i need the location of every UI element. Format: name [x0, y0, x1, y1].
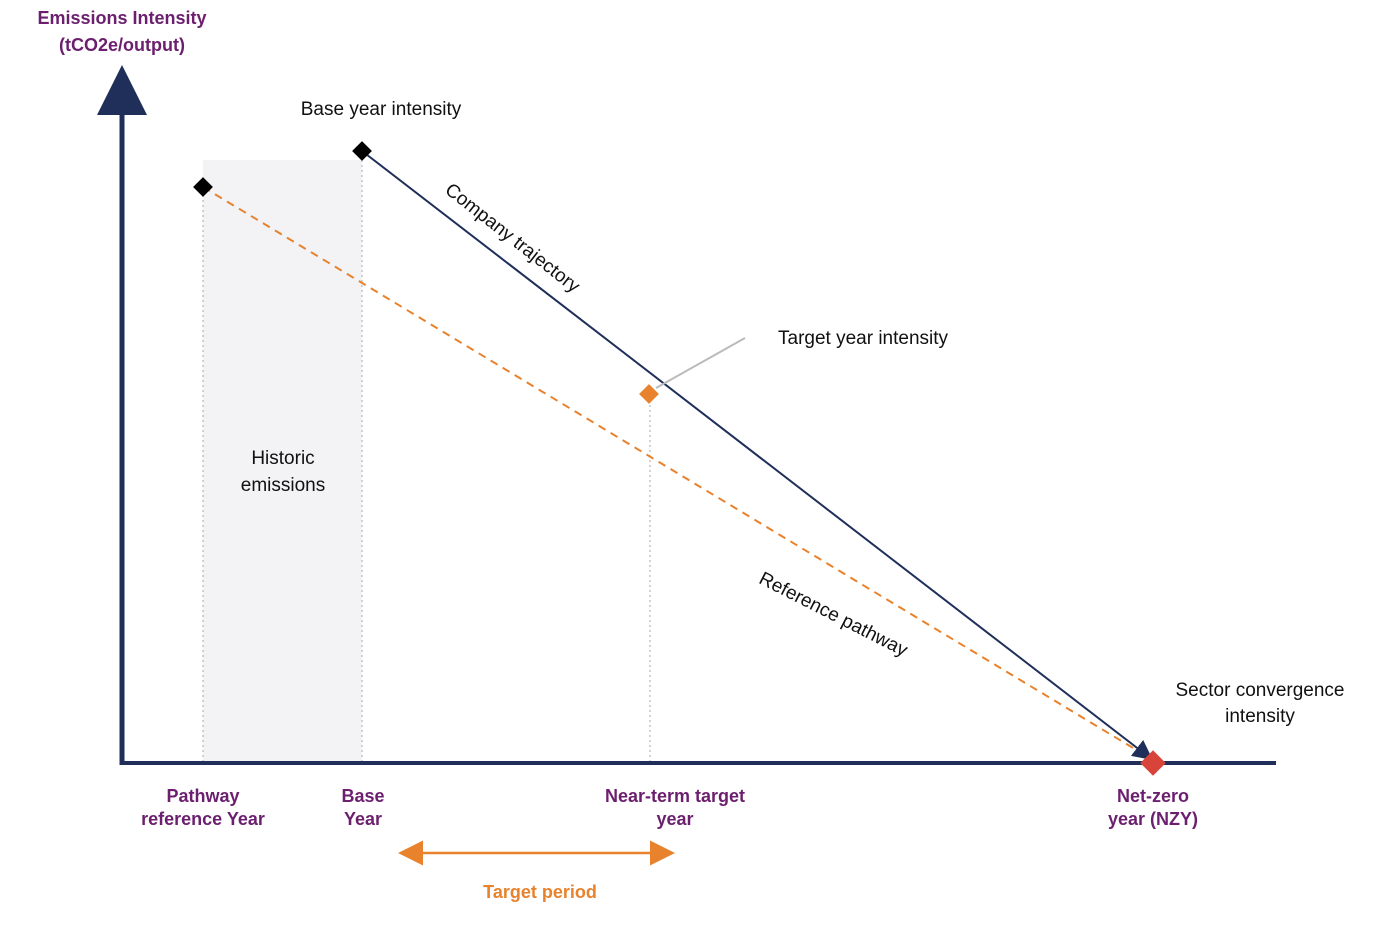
- annotation: emissions: [241, 475, 325, 496]
- annotation: Company trajectory: [441, 179, 584, 297]
- x-label: Year: [344, 809, 382, 829]
- x-label: Near-term target: [605, 786, 745, 806]
- historic-shade: [203, 160, 362, 763]
- annotation: intensity: [1225, 706, 1295, 727]
- annotation: Sector convergence: [1176, 680, 1345, 701]
- annotation: Target year intensity: [778, 328, 949, 349]
- annotation: Historic: [251, 448, 314, 469]
- company-trajectory-line: [361, 150, 1153, 761]
- x-label: reference Year: [141, 809, 265, 829]
- annotation: Reference pathway: [755, 568, 911, 661]
- annotation: Base year intensity: [301, 99, 462, 120]
- y-axis-label: Emissions Intensity: [37, 8, 206, 28]
- diamond: [352, 141, 372, 161]
- x-label: year (NZY): [1108, 809, 1198, 829]
- x-label: Base: [341, 786, 384, 806]
- y-axis-label: (tCO2e/output): [59, 35, 185, 55]
- x-label: Pathway: [166, 786, 239, 806]
- reference-pathway-line: [202, 186, 1149, 758]
- x-label: Net-zero: [1117, 786, 1189, 806]
- guide-lines: [202, 155, 651, 763]
- x-label: year: [656, 809, 693, 829]
- y-axis-arrow: [112, 80, 132, 105]
- target-period-label: Target period: [483, 882, 597, 902]
- leader-line: [655, 337, 746, 389]
